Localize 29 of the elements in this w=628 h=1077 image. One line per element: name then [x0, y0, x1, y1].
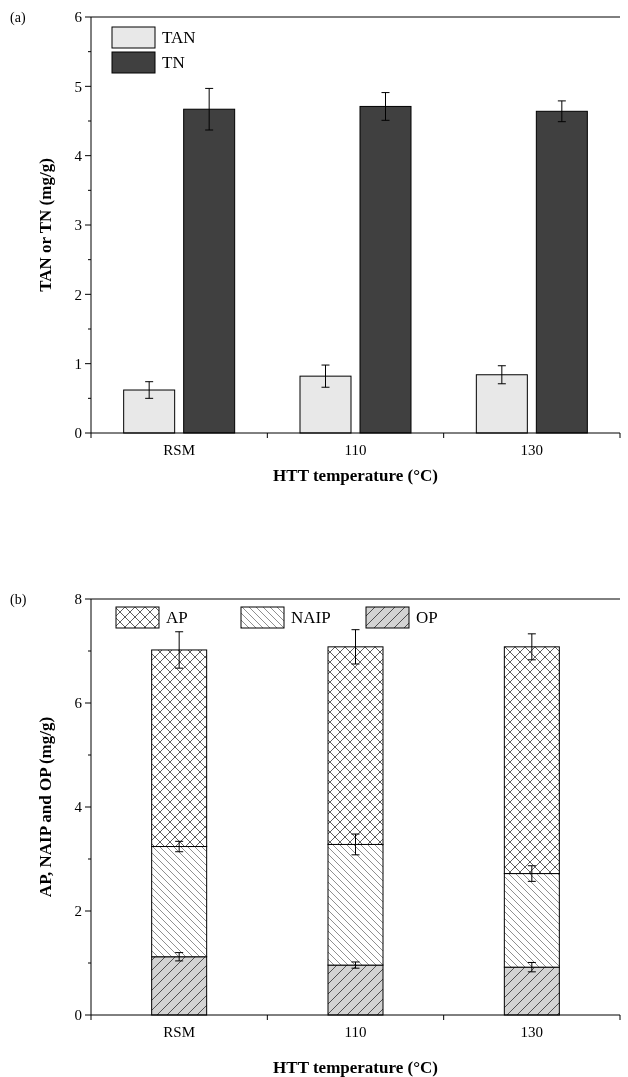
x-tick-label: 110 [344, 1024, 367, 1040]
y-tick-label: 1 [74, 355, 82, 372]
legend-label: OP [416, 608, 438, 627]
legend-label: NAIP [291, 608, 331, 627]
y-tick-label: 5 [74, 78, 82, 95]
y-tick-label: 4 [74, 147, 83, 164]
y-tick-label: 4 [74, 799, 83, 816]
x-tick-label: RSM [163, 442, 196, 458]
x-axis-title: HTT temperature (°C) [273, 466, 438, 485]
x-tick-label: 110 [344, 442, 367, 458]
x-axis-title: HTT temperature (°C) [273, 1058, 438, 1077]
legend-label: AP [166, 608, 188, 627]
y-axis-title: AP, NAIP and OP (mg/g) [36, 716, 55, 898]
x-tick-label: RSM [163, 1024, 196, 1040]
y-tick-label: 6 [74, 695, 83, 712]
x-tick-label: 130 [520, 442, 544, 458]
text: (b) [10, 592, 27, 608]
legend-label: TN [162, 53, 185, 72]
y-tick-label: 6 [74, 9, 83, 26]
y-tick-label: 0 [74, 1007, 82, 1024]
x-tick-label: 130 [520, 1024, 544, 1040]
y-tick-label: 0 [74, 425, 82, 442]
text: (a) [10, 10, 26, 26]
y-tick-label: 2 [74, 286, 82, 303]
legend-label: TAN [162, 28, 196, 47]
y-tick-label: 3 [74, 217, 82, 234]
y-tick-label: 2 [74, 903, 82, 920]
y-tick-label: 8 [74, 591, 82, 608]
y-axis-title: TAN or TN (mg/g) [36, 158, 55, 292]
